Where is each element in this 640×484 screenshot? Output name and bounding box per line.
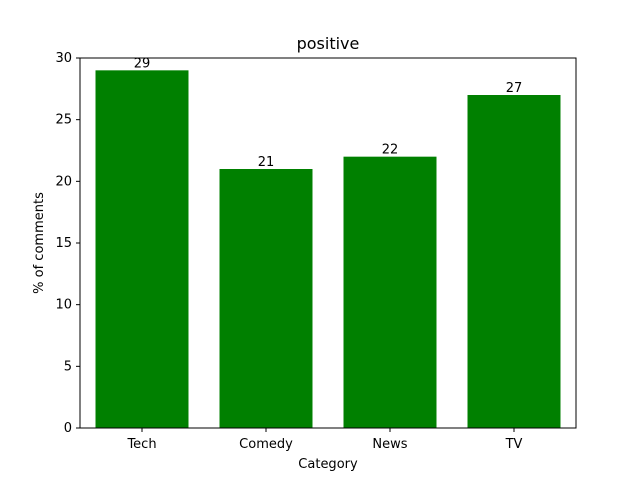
y-axis-label: % of comments [32, 192, 47, 294]
y-tick-label: 25 [55, 113, 72, 128]
x-tick-label: News [372, 437, 407, 452]
bar-value-label: 27 [506, 81, 523, 96]
bar-news [343, 156, 437, 428]
x-tick-label: TV [505, 437, 523, 452]
x-tick-label: Comedy [239, 437, 293, 452]
y-tick-label: 20 [55, 174, 72, 189]
x-tick-label: Tech [126, 437, 156, 452]
bar-tech [95, 70, 189, 428]
bar-value-label: 21 [258, 155, 275, 170]
bar-value-label: 29 [134, 56, 151, 71]
y-tick-label: 10 [55, 298, 72, 313]
chart-title: positive [297, 34, 360, 53]
bar-comedy [219, 169, 313, 428]
y-tick-label: 5 [64, 359, 72, 374]
bar-labels-layer: 29 21 22 27 [134, 56, 523, 170]
x-axis-label: Category [298, 457, 358, 472]
y-tick-label: 0 [64, 421, 72, 436]
y-tick-label: 15 [55, 236, 72, 251]
bar-value-label: 22 [382, 143, 399, 158]
x-axis-ticks: Tech Comedy News TV [126, 428, 523, 452]
y-axis-ticks: 0 5 10 15 20 25 30 [55, 51, 80, 436]
bars-layer [95, 70, 561, 428]
bar-tv [467, 95, 561, 428]
y-tick-label: 30 [55, 51, 72, 66]
